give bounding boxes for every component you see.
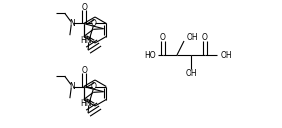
Text: O: O xyxy=(81,66,87,75)
Text: N: N xyxy=(69,19,75,28)
Text: OH: OH xyxy=(221,51,233,60)
Text: O: O xyxy=(91,82,96,91)
Text: OH: OH xyxy=(187,34,199,42)
Text: HN: HN xyxy=(80,99,92,108)
Text: O: O xyxy=(91,19,96,28)
Text: HN: HN xyxy=(80,36,92,45)
Text: O: O xyxy=(81,3,87,12)
Text: O: O xyxy=(202,33,208,41)
Text: O: O xyxy=(160,33,166,41)
Text: HO: HO xyxy=(144,51,156,60)
Text: N: N xyxy=(69,82,75,91)
Text: OH: OH xyxy=(185,68,197,77)
